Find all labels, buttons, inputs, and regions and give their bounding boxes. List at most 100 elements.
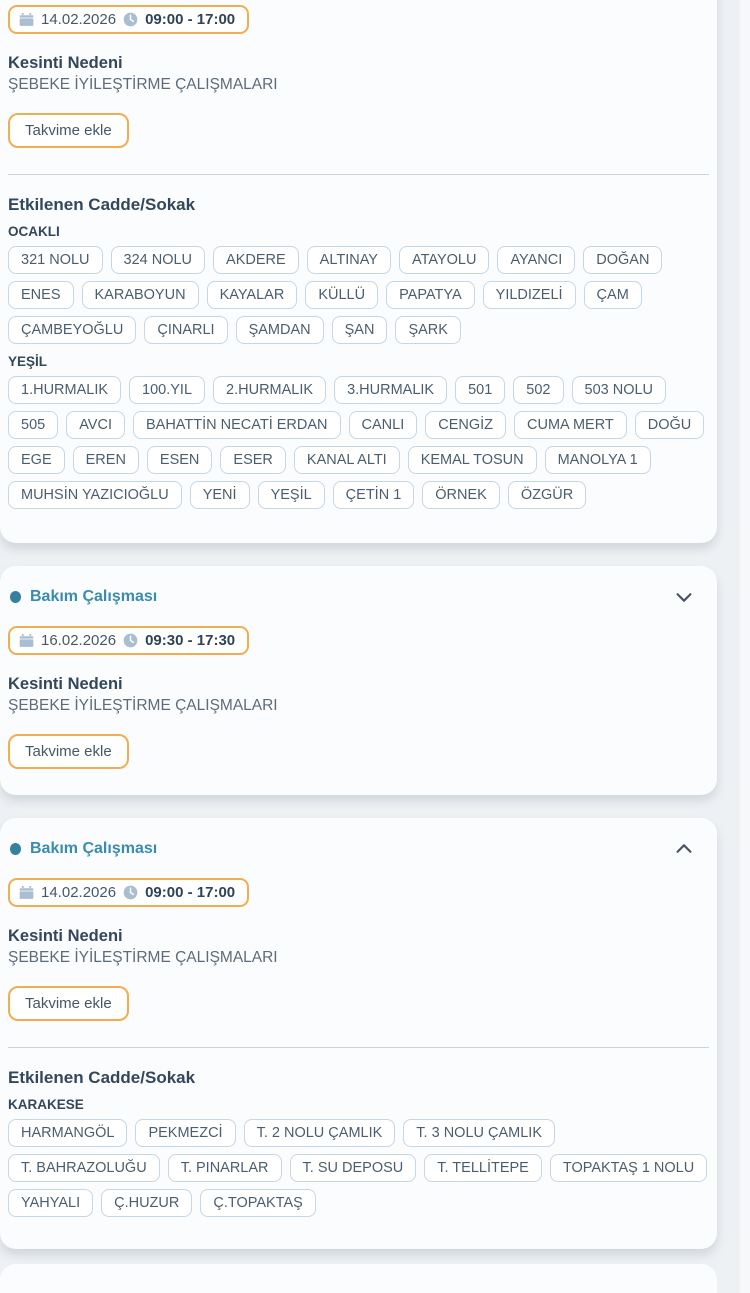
street-chip-list: 1.HURMALIK 100.YIL 2.HURMALIK 3.HURMALIK 501… [8, 376, 709, 509]
street-chip: CENGİZ [425, 411, 507, 439]
street-chip: T. 3 NOLU ÇAMLIK [403, 1119, 555, 1147]
outage-card-4-partial [0, 1264, 717, 1293]
badge-date: 14.02.2026 [41, 11, 117, 28]
street-chip: KARABOYUN [81, 281, 199, 309]
reason-title: Kesinti Nedeni [8, 927, 123, 945]
street-chip: AYANCI [497, 246, 576, 274]
divider [8, 1047, 709, 1048]
street-chip: ATAYOLU [398, 246, 490, 274]
street-chip: ÖZGÜR [507, 481, 587, 509]
street-chip: BAHATTİN NECATİ ERDAN [132, 411, 341, 439]
add-to-calendar-button[interactable]: Takvime ekle [8, 734, 129, 769]
affected-streets-title: Etkilenen Cadde/Sokak [8, 1068, 196, 1087]
card-title: Bakım Çalışması [10, 588, 157, 606]
street-chip: AVCI [66, 411, 125, 439]
add-to-calendar-button[interactable]: Takvime ekle [8, 986, 129, 1021]
badge-date: 16.02.2026 [41, 632, 117, 649]
district-name: YEŞİL [8, 354, 48, 369]
street-chip: 501 [455, 376, 506, 404]
street-chip-list: HARMANGÖL PEKMEZCİ T. 2 NOLU ÇAMLIK T. 3 NO… [8, 1119, 709, 1217]
add-to-calendar-button[interactable]: Takvime ekle [8, 113, 129, 148]
date-time-badge: 16.02.2026 09:30 - 17:30 [8, 626, 250, 655]
calendar-icon [19, 633, 34, 648]
calendar-icon [19, 12, 34, 27]
status-dot-icon [10, 591, 21, 603]
street-groups: KARAKESE HARMANGÖL PEKMEZCİ T. 2 NOLU ÇAMLI… [8, 1097, 709, 1217]
calendar-icon [19, 885, 34, 900]
street-chip: 321 NOLU [8, 246, 103, 274]
street-chip: Ç.TOPAKTAŞ [200, 1189, 316, 1217]
street-chip: YENİ [189, 481, 250, 509]
scrollbar-track[interactable] [740, 0, 750, 1293]
street-chip: 2.HURMALIK [213, 376, 327, 404]
chevron-up-icon[interactable] [673, 838, 695, 860]
card-header-toggle[interactable]: Bakım Çalışması [8, 836, 709, 860]
street-chip: HARMANGÖL [8, 1119, 128, 1147]
reason-title: Kesinti Nedeni [8, 675, 123, 693]
street-chip: T. 2 NOLU ÇAMLIK [243, 1119, 396, 1147]
street-chip: YAHYALI [8, 1189, 94, 1217]
street-chip: 324 NOLU [110, 246, 206, 274]
divider [8, 174, 709, 175]
clock-icon [123, 885, 138, 900]
clock-icon [123, 12, 138, 27]
card-title: Bakım Çalışması [10, 840, 157, 858]
street-chip: ÇAMBEYOĞLU [8, 316, 137, 344]
street-chip: AKDERE [213, 246, 299, 274]
outage-card-1: 14.02.2026 09:00 - 17:00 Kesinti Nedeni … [0, 0, 717, 543]
street-chip: ÇAM [583, 281, 642, 309]
street-chip: T. PINARLAR [167, 1154, 282, 1182]
street-chip: T. TELLİTEPE [424, 1154, 542, 1182]
card-header-toggle[interactable]: Bakım Çalışması [8, 584, 709, 608]
street-chip: MANOLYA 1 [544, 446, 651, 474]
street-chip: 503 NOLU [571, 376, 667, 404]
reason-text: ŞEBEKE İYİLEŞTİRME ÇALIŞMALARI [8, 949, 278, 966]
reason-text: ŞEBEKE İYİLEŞTİRME ÇALIŞMALARI [8, 697, 278, 714]
affected-streets-title: Etkilenen Cadde/Sokak [8, 195, 196, 214]
street-chip: PAPATYA [386, 281, 475, 309]
street-chip: EGE [8, 446, 65, 474]
street-chip: CANLI [348, 411, 418, 439]
street-chip: DOĞU [634, 411, 705, 439]
street-chip: T. BAHRAZOLUĞU [8, 1154, 160, 1182]
street-chip: TOPAKTAŞ 1 NOLU [549, 1154, 708, 1182]
chevron-down-icon[interactable] [673, 586, 695, 608]
street-chip: 100.YIL [129, 376, 206, 404]
street-chip: ENES [8, 281, 74, 309]
badge-time: 09:30 - 17:30 [145, 632, 236, 649]
street-chip: ÇETİN 1 [332, 481, 415, 509]
street-chip: 1.HURMALIK [8, 376, 122, 404]
district-name: KARAKESE [8, 1097, 84, 1112]
card-title-label: Bakım Çalışması [30, 840, 158, 857]
clock-icon [123, 633, 138, 648]
street-chip: KÜLLÜ [305, 281, 379, 309]
street-chip-list: 321 NOLU 324 NOLU AKDERE ALTINAY ATAYOLU AYAN… [8, 246, 709, 344]
street-chip: DOĞAN [583, 246, 663, 274]
street-chip: T. SU DEPOSU [289, 1154, 417, 1182]
street-chip: MUHSİN YAZICIOĞLU [8, 481, 182, 509]
street-groups: OCAKLI 321 NOLU 324 NOLU AKDERE ALTINAY ATAYO… [8, 224, 709, 509]
date-time-badge: 14.02.2026 09:00 - 17:00 [8, 5, 250, 34]
street-chip: 3.HURMALIK [334, 376, 448, 404]
street-chip: ŞARK [395, 316, 461, 344]
badge-time: 09:00 - 17:00 [145, 884, 236, 901]
badge-time: 09:00 - 17:00 [145, 11, 236, 28]
street-chip: CUMA MERT [514, 411, 627, 439]
street-chip: 502 [513, 376, 564, 404]
outage-card-3: Bakım Çalışması 14.02.2026 09:00 - 17:00… [0, 818, 717, 1249]
reason-text: ŞEBEKE İYİLEŞTİRME ÇALIŞMALARI [8, 76, 278, 93]
date-time-badge: 14.02.2026 09:00 - 17:00 [8, 878, 250, 907]
street-chip: YILDIZELİ [482, 281, 576, 309]
outage-list: 14.02.2026 09:00 - 17:00 Kesinti Nedeni … [0, 0, 717, 1293]
street-chip: YEŞİL [257, 481, 325, 509]
card-title-label: Bakım Çalışması [30, 588, 158, 605]
street-chip: Ç.HUZUR [101, 1189, 193, 1217]
street-chip: ESER [220, 446, 286, 474]
street-chip: 505 [8, 411, 59, 439]
district-name: OCAKLI [8, 224, 60, 239]
street-chip: ŞAMDAN [235, 316, 324, 344]
street-chip: ESEN [146, 446, 213, 474]
outage-card-2: Bakım Çalışması 16.02.2026 09:30 - 17:30… [0, 566, 717, 795]
street-chip: KANAL ALTI [293, 446, 400, 474]
street-chip: KAYALAR [206, 281, 298, 309]
